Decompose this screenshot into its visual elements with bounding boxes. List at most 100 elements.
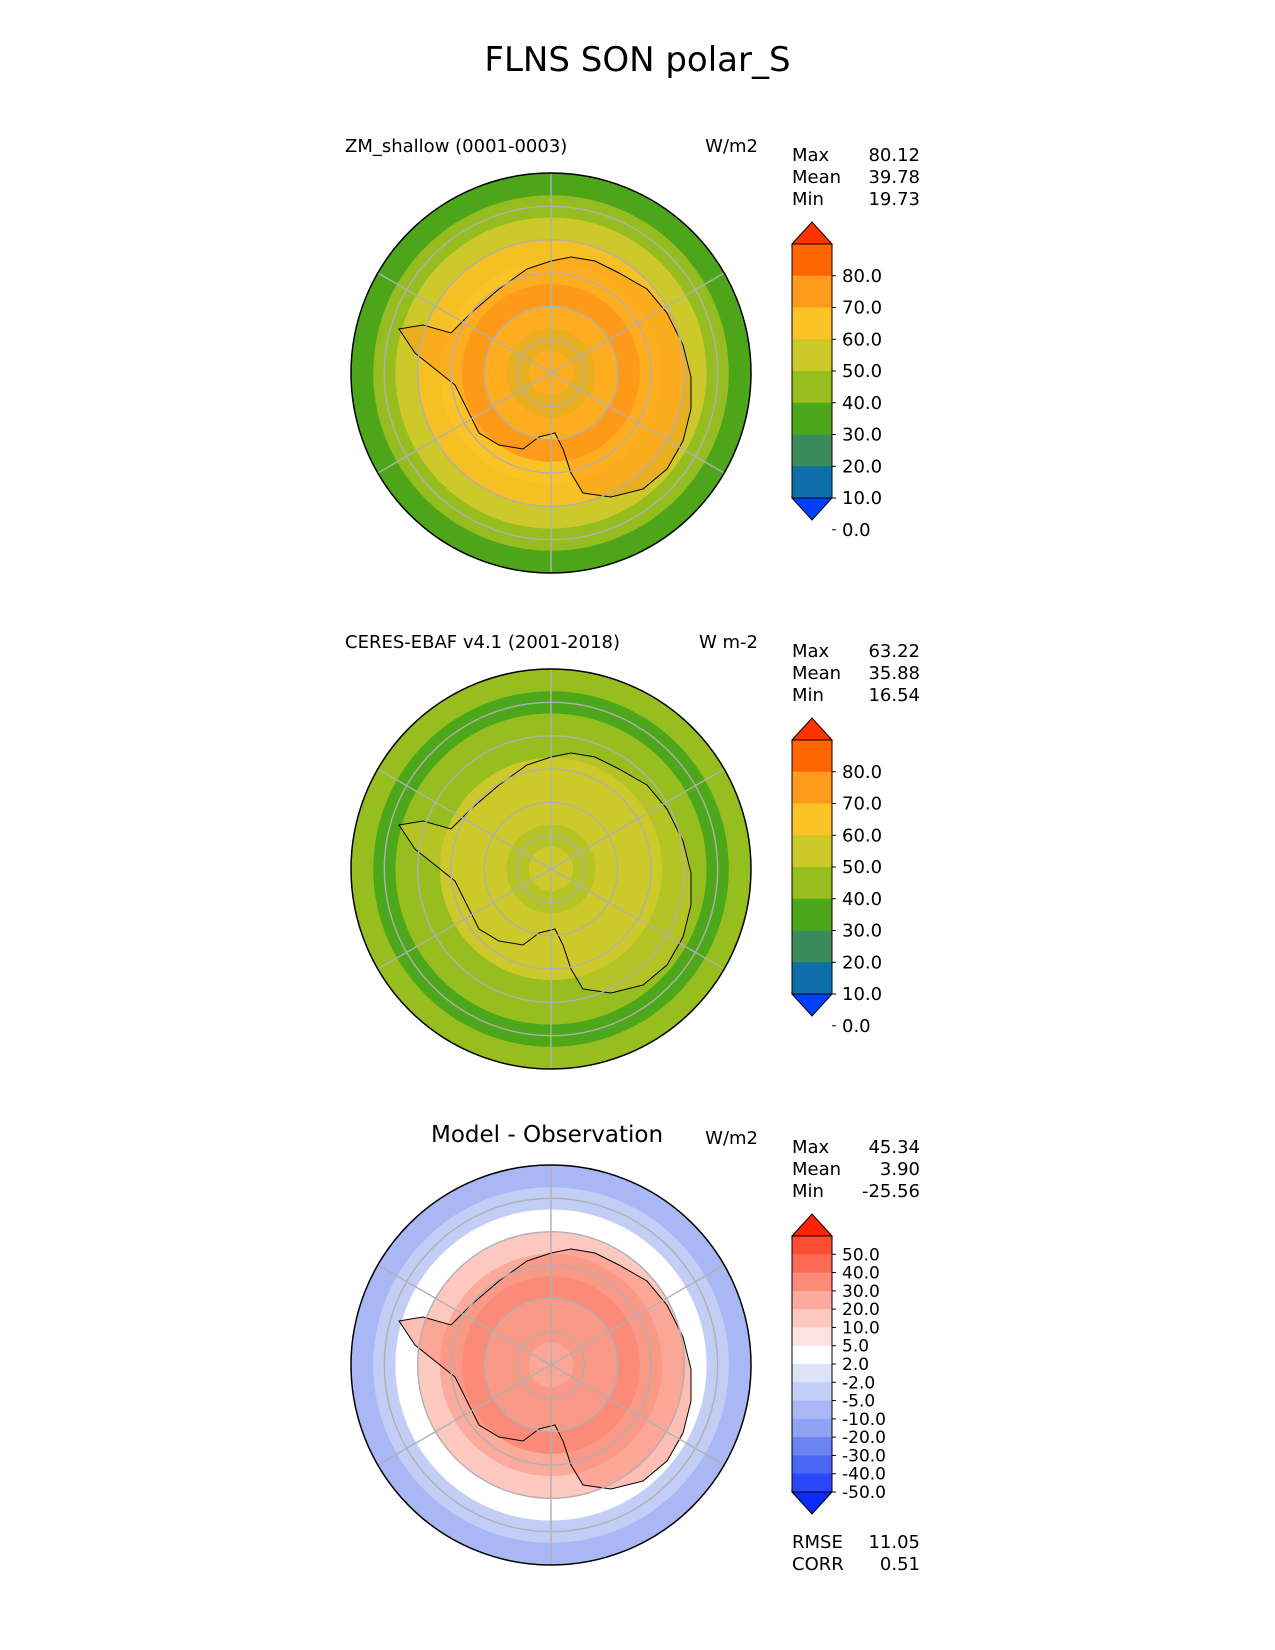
colorbar-segment xyxy=(792,1473,832,1493)
panel-2-stats: Max 63.22 Mean 35.88 Min 16.54 xyxy=(792,641,920,707)
colorbar-segment xyxy=(792,402,832,435)
panel-3-stats: Max 45.34 Mean 3.90 Min -25.56 xyxy=(792,1137,920,1203)
panel-3-polar-map xyxy=(350,1164,752,1566)
colorbar-segment xyxy=(792,307,832,340)
panel-3-title: Model - Observation xyxy=(431,1122,664,1148)
colorbar-segment xyxy=(792,1400,832,1420)
colorbar-tick-label: 60.0 xyxy=(842,329,882,350)
map-boundary xyxy=(350,172,752,574)
colorbar-tick-label: -50.0 xyxy=(842,1483,886,1503)
stat-value: 19.73 xyxy=(868,189,920,210)
colorbar-tick-label: 70.0 xyxy=(842,794,882,815)
meridian-gridline xyxy=(377,272,552,374)
metric-label: RMSE xyxy=(792,1532,843,1553)
colorbar-tick-label: 60.0 xyxy=(842,825,882,846)
panel-3-metrics: RMSE 11.05 CORR 0.51 xyxy=(792,1532,920,1576)
colorbar-tick-label: 20.0 xyxy=(842,1300,880,1320)
stat-label: Max xyxy=(792,641,830,662)
stat-value: 39.78 xyxy=(868,167,920,188)
map-boundary xyxy=(350,1164,752,1566)
stat-label: Mean xyxy=(792,167,842,188)
panel-2-units: W m-2 xyxy=(698,632,758,653)
colorbar-tick-label: 10.0 xyxy=(842,984,882,1005)
colorbar-tick-label: 20.0 xyxy=(842,456,882,477)
figure-title: FLNS SON polar_S xyxy=(484,40,791,80)
stat-label: Mean xyxy=(792,1159,842,1180)
colorbar-tick-label: -10.0 xyxy=(842,1410,886,1430)
colorbar-extend-min xyxy=(790,993,834,1017)
colorbar-tick-label: 70.0 xyxy=(842,298,882,319)
meridian-gridline xyxy=(550,272,725,374)
colorbar-segment xyxy=(792,1345,832,1365)
metric-label: CORR xyxy=(792,1554,844,1575)
panel-1-polar-map xyxy=(350,172,752,574)
panel-2-colorbar: 80.0 70.0 60.0 50.0 40.0 30.0 20.0 10.0 0.0 xyxy=(790,717,882,1037)
stat-value: 80.12 xyxy=(868,145,920,166)
colorbar-segment xyxy=(792,1254,832,1274)
colorbar-tick-label: 2.0 xyxy=(842,1355,869,1375)
colorbar-segment xyxy=(792,930,832,963)
stat-value: 3.90 xyxy=(879,1159,920,1180)
stat-value: 63.22 xyxy=(868,641,920,662)
meridian-gridline xyxy=(550,1264,725,1366)
panel-1-units: W/m2 xyxy=(705,136,758,157)
colorbar-tick-label: 80.0 xyxy=(842,266,882,287)
panel-1-stats: Max 80.12 Mean 39.78 Min 19.73 xyxy=(792,145,920,211)
colorbar-extend-min xyxy=(790,497,834,521)
colorbar-tick-label: 30.0 xyxy=(842,425,882,446)
colorbar-tick-label: -20.0 xyxy=(842,1428,886,1448)
stat-label: Min xyxy=(792,685,824,706)
colorbar-segment xyxy=(792,740,832,773)
stat-label: Max xyxy=(792,1137,830,1158)
stat-value: -25.56 xyxy=(861,1181,920,1202)
antarctica-coastline xyxy=(398,752,692,994)
colorbar-segment xyxy=(792,771,832,804)
meridian-gridline xyxy=(377,1264,552,1366)
panel-2-polar-map xyxy=(350,668,752,1070)
colorbar-tick-label: 5.0 xyxy=(842,1337,869,1357)
colorbar-segment xyxy=(792,275,832,308)
colorbar-tick-label: 40.0 xyxy=(842,1264,880,1284)
colorbar-segment xyxy=(792,434,832,467)
colorbar-segment xyxy=(792,339,832,372)
colorbar-segment xyxy=(792,962,832,995)
colorbar-tick-label: 50.0 xyxy=(842,361,882,382)
colorbar-tick-label: 10.0 xyxy=(842,1318,880,1338)
meridian-gridline xyxy=(377,868,552,970)
colorbar-segment xyxy=(792,1290,832,1310)
colorbar-segment xyxy=(792,1364,832,1383)
colorbar-extend-max xyxy=(790,1213,834,1237)
stat-label: Mean xyxy=(792,663,842,684)
meridian-gridline xyxy=(550,1364,725,1466)
colorbar-extend-min xyxy=(790,1491,834,1515)
antarctica-coastline xyxy=(398,256,692,498)
stat-value: 45.34 xyxy=(868,1137,920,1158)
stat-value: 16.54 xyxy=(868,685,920,706)
colorbar-segment xyxy=(792,1382,832,1402)
panel-3-colorbar: 50.040.030.020.010.05.02.0-2.0-5.0-10.0-… xyxy=(790,1213,886,1515)
colorbar-tick-label: 40.0 xyxy=(842,889,882,910)
colorbar-tick-label: -2.0 xyxy=(842,1373,875,1393)
colorbar-tick-label: -5.0 xyxy=(842,1392,875,1412)
colorbar-segment xyxy=(792,835,832,868)
panel-3-units: W/m2 xyxy=(705,1128,758,1149)
colorbar-tick-label: 30.0 xyxy=(842,1282,880,1302)
colorbar-tick-label: -40.0 xyxy=(842,1465,886,1485)
colorbar-tick-label: 40.0 xyxy=(842,393,882,414)
metric-value: 0.51 xyxy=(879,1554,920,1575)
colorbar-segment xyxy=(792,466,832,499)
colorbar-tick-label: 10.0 xyxy=(842,488,882,509)
colorbar-segment xyxy=(792,898,832,931)
map-boundary xyxy=(350,668,752,1070)
colorbar-segment xyxy=(792,244,832,277)
colorbar-extend-max xyxy=(790,221,834,245)
colorbar-tick-label: 0.0 xyxy=(842,1016,871,1037)
colorbar-segment xyxy=(792,1455,832,1475)
colorbar-segment xyxy=(792,371,832,404)
meridian-gridline xyxy=(550,868,725,970)
colorbar-segment xyxy=(792,1309,832,1328)
meridian-gridline xyxy=(550,768,725,870)
colorbar-segment xyxy=(792,1327,832,1347)
colorbar-segment xyxy=(792,1418,832,1438)
colorbar-segment xyxy=(792,1437,832,1456)
